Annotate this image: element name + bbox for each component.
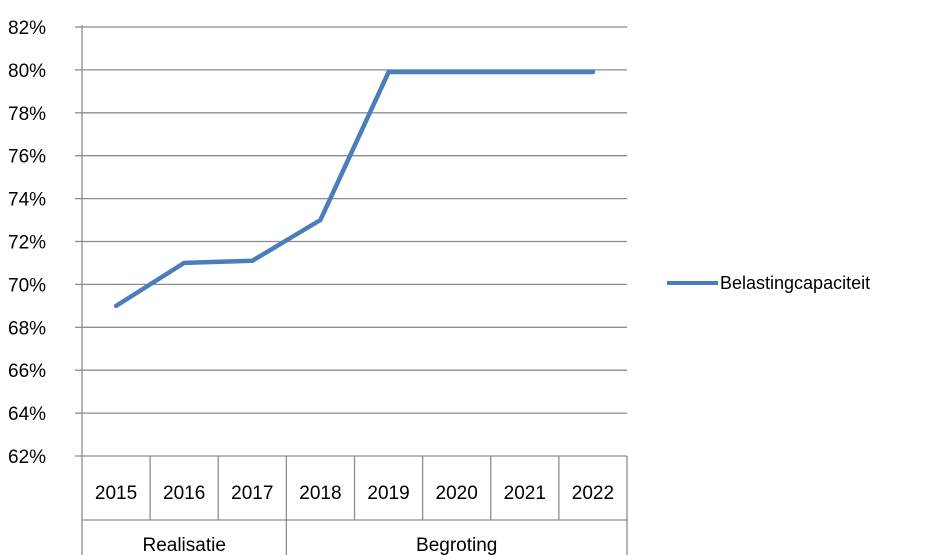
x-category-label: 2021	[504, 483, 546, 504]
y-tick-label: 82%	[8, 18, 46, 39]
y-axis-tick-labels: 62% 64% 66% 68% 70% 72% 74% 76% 78% 80% 82%	[8, 18, 46, 468]
x-axis-group-labels: Realisatie Begroting	[142, 535, 497, 555]
x-category-label: 2017	[231, 483, 273, 504]
x-axis-category-labels: 2015 2016 2017 2018 2019 2020 2021 2022	[95, 483, 614, 504]
y-tick-label: 76%	[8, 147, 46, 168]
legend-label: Belastingcapaciteit	[720, 273, 870, 293]
series-layer	[113, 69, 596, 309]
x-category-label: 2019	[367, 483, 409, 504]
y-tick-label: 62%	[8, 447, 46, 468]
x-category-label: 2015	[95, 483, 137, 504]
axes	[81, 25, 628, 555]
x-category-label: 2016	[163, 483, 205, 504]
x-group-label: Begroting	[416, 535, 497, 555]
gridlines	[75, 26, 627, 457]
x-category-label: 2018	[299, 483, 341, 504]
y-tick-label: 80%	[8, 61, 46, 82]
x-category-label: 2022	[572, 483, 614, 504]
y-tick-label: 72%	[8, 233, 46, 254]
y-tick-label: 78%	[8, 104, 46, 125]
x-group-label: Realisatie	[142, 535, 225, 555]
series-line	[113, 69, 596, 309]
y-tick-label: 68%	[8, 318, 46, 339]
y-tick-label: 74%	[8, 190, 46, 211]
y-tick-label: 70%	[8, 275, 46, 296]
legend: Belastingcapaciteit	[667, 273, 870, 293]
y-tick-label: 64%	[8, 404, 46, 425]
x-category-label: 2020	[436, 483, 478, 504]
y-tick-label: 66%	[8, 361, 46, 382]
